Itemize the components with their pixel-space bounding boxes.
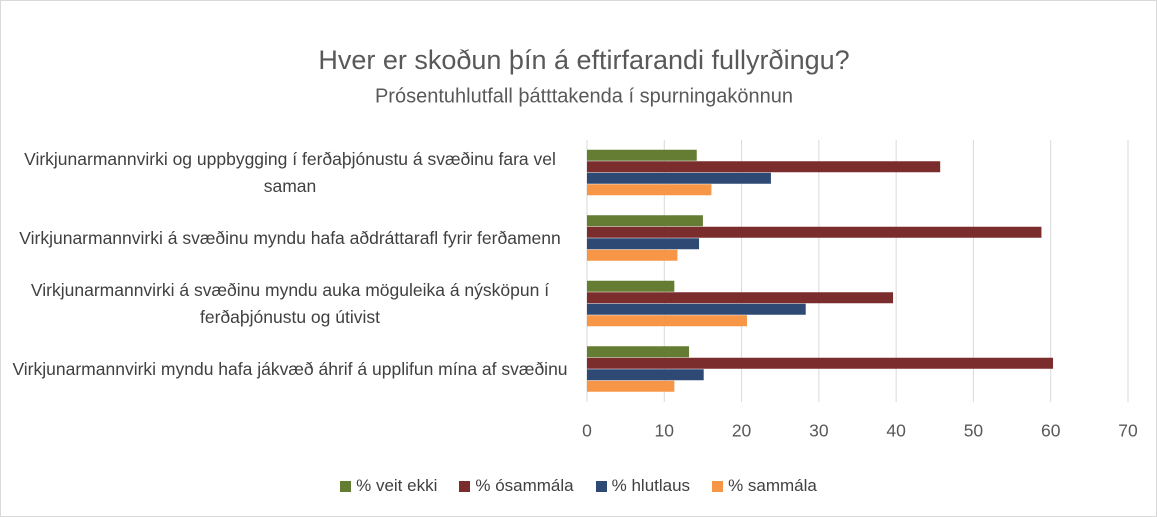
bar [587, 346, 690, 358]
legend-label: % sammála [728, 476, 817, 495]
legend: % veit ekki % ósammála % hlutlaus % sammála [0, 476, 1157, 496]
category-label: Virkjunarmannvirki á svæðinu myndu auka … [30, 279, 550, 327]
bar [587, 226, 1042, 238]
x-tick-label: 60 [1041, 421, 1061, 441]
bar [587, 238, 700, 250]
legend-label: % ósammála [475, 476, 574, 495]
x-tick-label: 30 [809, 421, 829, 441]
x-tick-label: 50 [964, 421, 984, 441]
bar [587, 280, 675, 292]
category-label: Virkjunarmannvirki á svæðinu myndu hafa … [19, 227, 561, 248]
legend-label: % veit ekki [356, 476, 438, 495]
chart-subtitle: Prósentuhlutfall þátttakenda í spurninga… [375, 85, 793, 107]
category-label: Virkjunarmannvirki og uppbygging í ferða… [24, 148, 556, 196]
bar [587, 215, 703, 227]
legend-label: % hlutlaus [611, 476, 691, 495]
legend-swatch [459, 480, 471, 492]
legend-item: % sammála [712, 476, 817, 496]
bar [587, 357, 1054, 369]
x-tick-label: 20 [732, 421, 752, 441]
bar [587, 292, 894, 304]
bar [587, 161, 941, 173]
x-tick-label: 70 [1118, 421, 1138, 441]
bar [587, 369, 704, 381]
chart-title: Hver er skoðun þín á eftirfarandi fullyr… [318, 45, 849, 75]
bar [587, 303, 806, 315]
legend-item: % veit ekki [340, 476, 437, 496]
category-label: Virkjunarmannvirki myndu hafa jákvæð áhr… [12, 358, 568, 379]
bar [587, 172, 771, 184]
legend-swatch [595, 480, 607, 492]
legend-swatch [712, 480, 724, 492]
legend-item: % hlutlaus [595, 476, 691, 496]
bar [587, 249, 678, 261]
bar [587, 149, 697, 161]
bar [587, 380, 675, 392]
legend-item: % ósammála [459, 476, 574, 496]
bar [587, 315, 747, 327]
x-tick-label: 10 [655, 421, 675, 441]
x-tick-label: 40 [886, 421, 906, 441]
legend-swatch [340, 480, 352, 492]
x-tick-label: 0 [582, 421, 592, 441]
bar [587, 184, 712, 196]
